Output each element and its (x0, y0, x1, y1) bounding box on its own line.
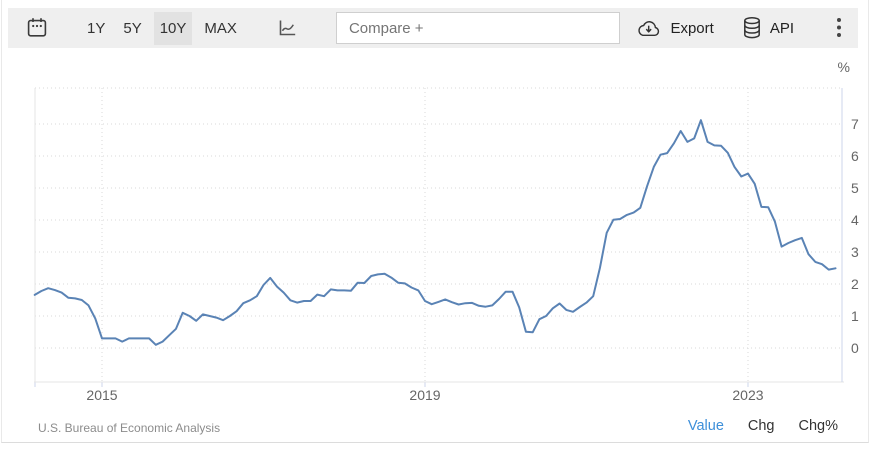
export-label: Export (670, 19, 714, 37)
footer-links: Value Chg Chg% (688, 418, 838, 434)
api-button[interactable]: API (740, 12, 796, 44)
toolbar: 1Y 5Y 10Y MAX Export (8, 8, 858, 48)
chg-pct-link[interactable]: Chg% (798, 418, 839, 434)
x-axis-label: 2019 (409, 387, 441, 403)
range-10y-button[interactable]: 10Y (153, 11, 193, 45)
series-line (33, 119, 837, 346)
calendar-button[interactable] (20, 13, 54, 43)
kebab-menu-icon (837, 18, 841, 37)
range-max-button[interactable]: MAX (198, 12, 243, 45)
api-label: API (769, 19, 794, 37)
calendar-icon (27, 18, 47, 37)
toolbar-right-group: Export API (633, 12, 858, 44)
y-axis-label: 7 (851, 116, 859, 132)
range-selector: 1Y 5Y 10Y MAX (78, 11, 246, 45)
compare-input[interactable] (335, 12, 620, 44)
x-axis-label: 2023 (732, 387, 764, 403)
plot-svg (33, 87, 844, 387)
chart-type-button[interactable] (268, 13, 306, 43)
y-axis-label: 2 (851, 276, 859, 292)
y-axis-label: 1 (851, 308, 859, 324)
y-axis-label: 5 (851, 180, 859, 196)
x-axis-label: 2015 (86, 387, 118, 403)
source-label: U.S. Bureau of Economic Analysis (38, 421, 221, 435)
y-axis-unit-label: % (837, 59, 850, 75)
y-axis-label: 4 (851, 212, 859, 228)
y-axis-label: 6 (851, 148, 859, 164)
range-5y-button[interactable]: 5Y (117, 12, 147, 45)
cloud-download-icon (638, 21, 660, 37)
line-chart-icon (279, 20, 296, 36)
database-icon (743, 16, 760, 39)
more-menu-button[interactable] (826, 13, 852, 43)
chg-link[interactable]: Chg (747, 418, 775, 434)
y-axis-label: 0 (851, 340, 859, 356)
value-link[interactable]: Value (687, 418, 724, 434)
export-button[interactable]: Export (633, 13, 715, 43)
y-axis-label: 3 (851, 244, 859, 260)
range-1y-button[interactable]: 1Y (81, 12, 111, 45)
